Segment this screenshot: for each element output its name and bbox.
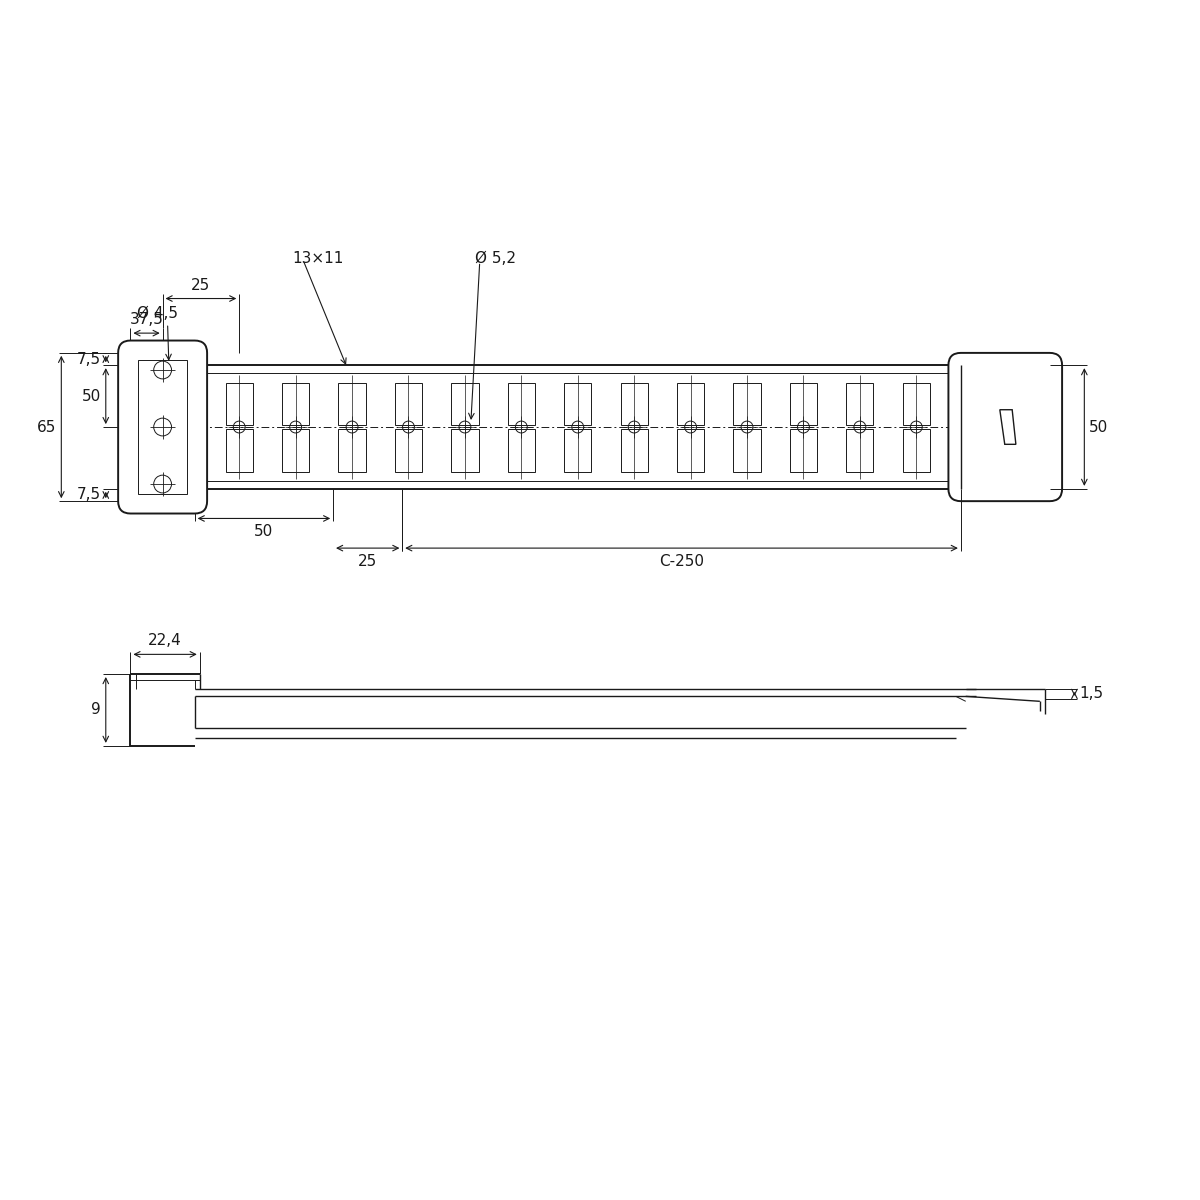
Bar bbox=[564, 383, 592, 425]
FancyBboxPatch shape bbox=[131, 353, 194, 502]
Bar bbox=[338, 430, 366, 472]
Text: 25: 25 bbox=[191, 277, 210, 293]
Bar bbox=[451, 383, 479, 425]
Bar bbox=[790, 383, 817, 425]
Text: 7,5: 7,5 bbox=[77, 352, 101, 366]
Bar bbox=[451, 430, 479, 472]
Text: 13×11: 13×11 bbox=[293, 252, 344, 266]
FancyBboxPatch shape bbox=[948, 353, 1062, 502]
Bar bbox=[733, 383, 761, 425]
Bar bbox=[846, 383, 874, 425]
Text: 65: 65 bbox=[37, 420, 56, 434]
Text: 50: 50 bbox=[1090, 420, 1109, 434]
Text: 1,5: 1,5 bbox=[1079, 686, 1104, 702]
Bar bbox=[620, 383, 648, 425]
Text: 50: 50 bbox=[82, 389, 101, 403]
Bar bbox=[138, 360, 187, 493]
Bar bbox=[395, 383, 422, 425]
Bar bbox=[564, 430, 592, 472]
Bar bbox=[282, 383, 310, 425]
Text: 22,4: 22,4 bbox=[149, 634, 182, 648]
Text: Ø 4,5: Ø 4,5 bbox=[137, 306, 178, 320]
Bar bbox=[282, 430, 310, 472]
Bar bbox=[508, 383, 535, 425]
Bar bbox=[902, 383, 930, 425]
Bar bbox=[194, 365, 961, 488]
Bar bbox=[677, 383, 704, 425]
Text: C-250: C-250 bbox=[659, 554, 704, 569]
Bar bbox=[790, 430, 817, 472]
Text: 7,5: 7,5 bbox=[77, 487, 101, 503]
Bar bbox=[226, 430, 253, 472]
Polygon shape bbox=[1000, 409, 1016, 444]
Bar bbox=[733, 430, 761, 472]
Text: 37,5: 37,5 bbox=[130, 312, 163, 328]
Text: 25: 25 bbox=[358, 554, 377, 569]
Bar bbox=[338, 383, 366, 425]
Bar bbox=[395, 430, 422, 472]
Bar bbox=[620, 430, 648, 472]
Text: 9: 9 bbox=[91, 702, 101, 718]
Bar bbox=[226, 383, 253, 425]
FancyBboxPatch shape bbox=[118, 341, 208, 514]
Text: 50: 50 bbox=[254, 524, 274, 539]
Bar bbox=[677, 430, 704, 472]
Bar bbox=[902, 430, 930, 472]
Bar bbox=[846, 430, 874, 472]
Text: Ø 5,2: Ø 5,2 bbox=[475, 252, 516, 266]
Bar bbox=[508, 430, 535, 472]
